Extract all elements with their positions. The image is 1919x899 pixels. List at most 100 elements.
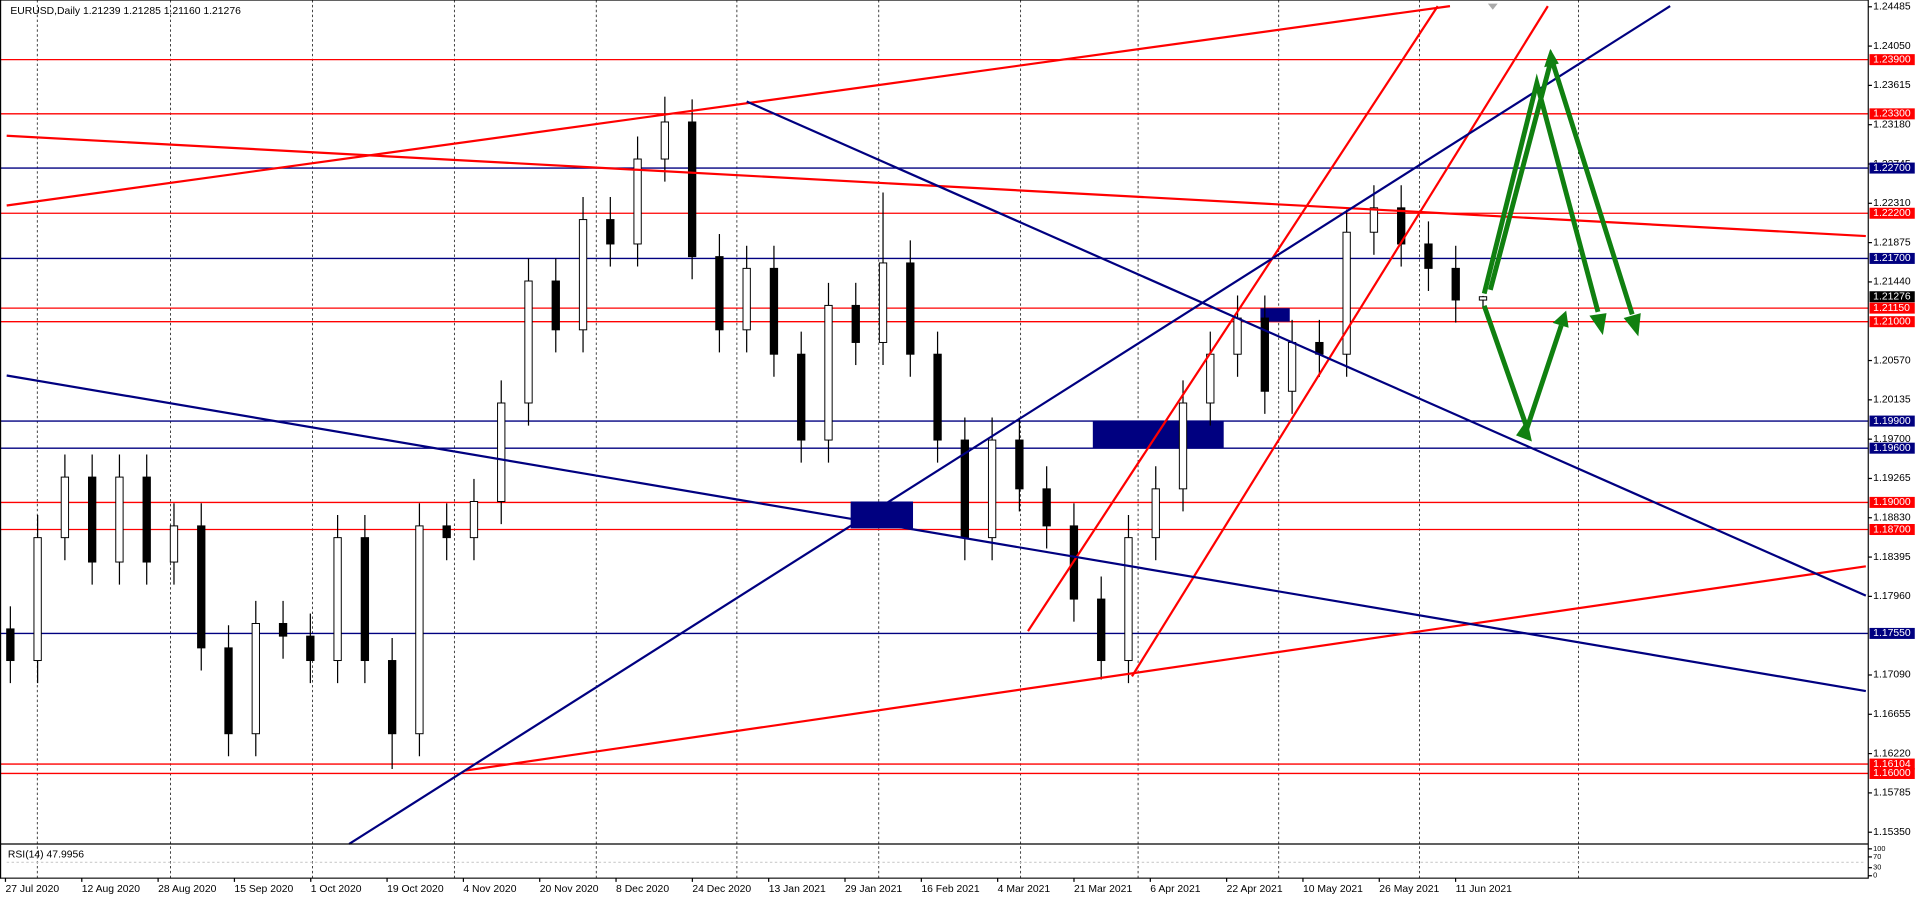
y-tick-label: 1.15785 (1873, 788, 1911, 799)
candle-body (442, 525, 451, 539)
y-tick-label: 1.23180 (1873, 119, 1911, 130)
y-tick-label: 1.17090 (1873, 670, 1911, 681)
x-tick-label: 24 Dec 2020 (692, 884, 751, 895)
level-label: 1.16000 (1873, 768, 1911, 779)
candle-body (687, 121, 697, 258)
candle-body (769, 267, 779, 355)
x-tick-label: 11 Jun 2021 (1456, 884, 1513, 895)
candle-body (197, 525, 206, 649)
rsi-tick-label: 100 (1873, 844, 1885, 853)
candle-body (851, 304, 860, 343)
price-tag (1869, 291, 1915, 303)
candle-body (1451, 267, 1460, 301)
level-tag (1869, 767, 1915, 779)
arrow-heads (1516, 48, 1641, 442)
candle-body (906, 262, 915, 355)
level-label: 1.22200 (1873, 208, 1911, 219)
candle-body (1206, 353, 1215, 404)
level-label: 1.19600 (1873, 443, 1911, 454)
x-tick-label: 6 Apr 2021 (1150, 884, 1200, 895)
candle-body (88, 476, 97, 563)
y-tick-label: 1.15350 (1873, 827, 1911, 838)
candle-body (1151, 488, 1160, 539)
x-axis-background (0, 878, 1919, 899)
level-tag (1869, 627, 1915, 639)
x-tick-label: 27 Jul 2020 (5, 884, 59, 895)
candle-body (360, 537, 370, 662)
x-tick-label: 28 Aug 2020 (158, 884, 217, 895)
level-tag (1869, 207, 1915, 219)
y-tick-label: 1.20570 (1873, 355, 1911, 366)
candle-body (1097, 598, 1106, 662)
level-label: 1.17550 (1873, 628, 1911, 639)
candle-body (1124, 537, 1133, 662)
x-tick-label: 26 May 2021 (1379, 884, 1439, 895)
y-tick-label: 1.18830 (1873, 513, 1911, 524)
level-label: 1.21700 (1873, 253, 1911, 264)
x-tick-label: 20 Nov 2020 (540, 884, 599, 895)
y-tick-label: 1.24050 (1873, 41, 1911, 52)
y-tick-label: 1.24485 (1873, 2, 1911, 13)
x-tick-label: 4 Nov 2020 (463, 884, 516, 895)
candle-body (278, 622, 288, 637)
trendlines (6, 5, 1867, 845)
level-tag (1869, 162, 1915, 174)
candle-body (115, 476, 124, 563)
x-tick-label: 22 Apr 2021 (1227, 884, 1283, 895)
x-tick-label: 19 Oct 2020 (387, 884, 444, 895)
y-tick-label: 1.22310 (1873, 198, 1911, 209)
level-label: 1.19900 (1873, 416, 1911, 427)
level-tag (1869, 524, 1915, 536)
candle-body (33, 537, 42, 662)
x-tick-label: 13 Jan 2021 (769, 884, 826, 895)
candle-body (606, 219, 615, 245)
level-tag (1869, 496, 1915, 508)
x-tick-label: 8 Dec 2020 (616, 884, 669, 895)
x-tick-label: 21 Mar 2021 (1074, 884, 1132, 895)
candle-body (1233, 317, 1242, 355)
y-tick-label: 1.21875 (1873, 237, 1911, 248)
candle-body (1424, 243, 1433, 269)
level-tag (1869, 108, 1915, 120)
candle-body (1342, 231, 1351, 355)
candle-body (1178, 402, 1188, 490)
candle-body (1015, 439, 1024, 490)
y-tick-label: 1.18395 (1873, 552, 1911, 563)
y-tick-label: 1.19265 (1873, 473, 1911, 484)
candle-body (1042, 488, 1051, 527)
y-tick-label: 1.17960 (1873, 591, 1911, 602)
candle-body (387, 660, 397, 735)
candle-body (1369, 207, 1379, 233)
candle-body (933, 353, 942, 441)
candle-body (1260, 317, 1269, 392)
candles (6, 96, 1488, 769)
x-tick-label: 29 Jan 2021 (845, 884, 902, 895)
y-tick-label: 1.16655 (1873, 709, 1911, 720)
x-tick-label: 16 Feb 2021 (921, 884, 979, 895)
x-tick-label: 10 May 2021 (1303, 884, 1363, 895)
candle-body (6, 628, 15, 662)
level-tag (1869, 415, 1915, 427)
candle-body (1478, 296, 1488, 301)
level-tag (1869, 252, 1915, 264)
level-label: 1.22700 (1873, 163, 1911, 174)
rsi-label: RSI(14) 47.9956 (8, 850, 84, 861)
candle-body (524, 280, 533, 404)
level-label: 1.21150 (1873, 303, 1910, 314)
y-tick-label: 1.19700 (1873, 434, 1911, 445)
level-tag (1869, 54, 1915, 66)
x-tick-label: 15 Sep 2020 (234, 884, 293, 895)
shift-marker (1487, 3, 1498, 10)
candle-body (306, 635, 315, 662)
candle-body (497, 402, 506, 502)
candle-body (1287, 341, 1297, 392)
level-label: 1.23900 (1873, 54, 1911, 65)
rsi-tick-label: 0 (1873, 871, 1877, 880)
candle-body (251, 622, 260, 735)
y-tick-label: 1.23615 (1873, 80, 1911, 91)
candle-body (987, 439, 997, 539)
candle-body (169, 525, 179, 563)
candle-body (551, 280, 560, 331)
